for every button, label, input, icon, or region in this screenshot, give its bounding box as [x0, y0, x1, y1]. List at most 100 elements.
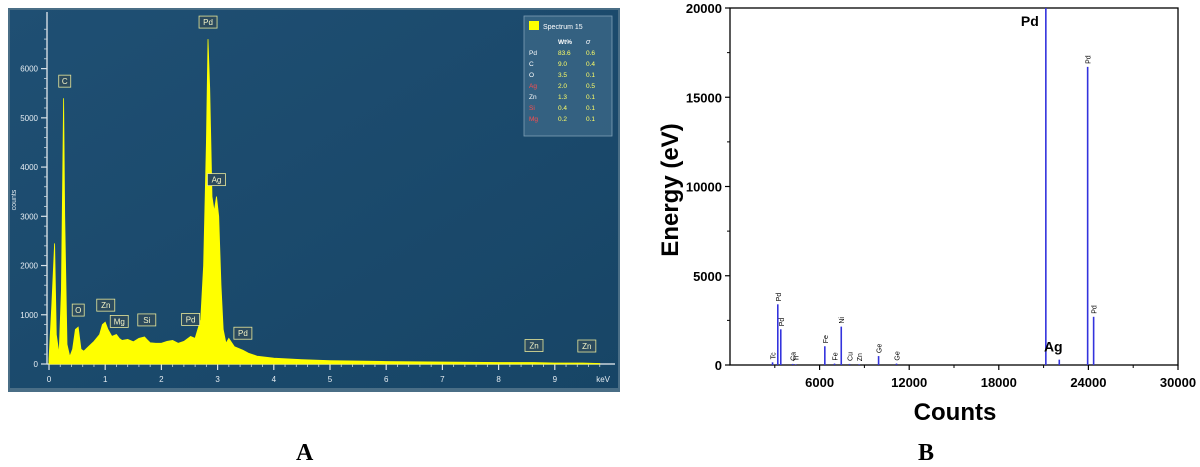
y-tick-label: 5000 — [693, 269, 722, 284]
peak-label-text: Mg — [114, 317, 125, 326]
y-tick-label: 6000 — [20, 65, 38, 74]
x-tick-label: 1 — [103, 375, 108, 384]
peak-label-zn: Zn — [96, 298, 116, 312]
legend-wt: 0.4 — [558, 105, 567, 112]
peak-label-box — [198, 15, 218, 29]
y-tick-label: 3000 — [20, 212, 38, 221]
caption-b: B — [918, 440, 935, 466]
peak-label-text: Zn — [529, 342, 538, 351]
bar-label: Ge — [877, 344, 884, 353]
bar-label: Ti — [794, 355, 801, 361]
peak-label-box — [577, 339, 597, 353]
bar-label: Pd — [779, 318, 786, 327]
peak-label-box — [181, 313, 201, 326]
peak-label-box — [524, 339, 544, 352]
y-tick-label: 0 — [715, 358, 722, 373]
peak-label-o: O — [71, 303, 85, 317]
y-tick-label: 0 — [34, 360, 39, 369]
legend-sigma: 0.5 — [586, 83, 595, 90]
bar-label: Pd — [1021, 13, 1039, 29]
legend-sigma: 0.6 — [586, 50, 595, 57]
peak-label-box — [109, 315, 129, 328]
plot-frame — [729, 7, 1179, 366]
bar-label: Tc — [771, 352, 778, 360]
legend-entry: Spectrum 15 — [543, 24, 583, 31]
bar-label: Pd — [1092, 305, 1099, 314]
bar-label: Pd — [1086, 55, 1093, 64]
legend-element: Zn — [529, 94, 537, 101]
peak-label-box — [71, 303, 85, 317]
peak-label-text: Ag — [212, 176, 222, 185]
x-tick-label: 7 — [440, 375, 445, 384]
legend-element: C — [529, 61, 534, 68]
legend-box — [523, 15, 613, 137]
peak-label-text: Pd — [238, 329, 248, 338]
legend: Spectrum 15 Wt% σ Pd 83.6 0.6 C 9.0 0.4 O 3.5 0.1 Ag… — [523, 15, 613, 137]
peak-label-text: Zn — [582, 342, 591, 351]
y-tick-label: 4000 — [20, 163, 38, 172]
peak-label-text: C — [62, 77, 68, 86]
eds-spectrum-chart: 0 1000 2000 3000 4000 5000 6000 0 1 2 3 4 5 6 7 8 9 keV co… — [8, 8, 620, 392]
peak-label-pd: Pd — [181, 313, 201, 326]
x-tick-label: 18000 — [981, 375, 1017, 390]
y-tick-label: 5000 — [20, 114, 38, 123]
peak-label-box — [207, 173, 226, 187]
bar-label: Fe — [833, 352, 840, 360]
legend-sigma: 0.1 — [586, 94, 595, 101]
x-tick-label: 0 — [47, 375, 52, 384]
bar-label: Cu — [847, 352, 854, 361]
bar-label: Fe — [823, 335, 830, 343]
legend-wt: 83.6 — [558, 50, 571, 57]
peak-label-box — [233, 326, 253, 340]
peak-label-c: C — [58, 74, 72, 88]
legend-wt: 1.3 — [558, 94, 567, 101]
legend-sigma: 0.1 — [586, 105, 595, 112]
y-tick-label: 15000 — [686, 90, 722, 105]
x-tick-label: 8 — [496, 375, 501, 384]
peak-label-box — [96, 298, 116, 312]
x-tick-label: 6000 — [805, 375, 834, 390]
peak-label-mg: Mg — [109, 315, 129, 328]
y-tick-label: 2000 — [20, 262, 38, 271]
peak-label-zn: Zn — [577, 339, 597, 353]
y-tick-label: 10000 — [686, 180, 722, 195]
legend-sigma: 0.4 — [586, 61, 595, 68]
legend-element: Ag — [529, 83, 537, 90]
x-tick-label: 9 — [553, 375, 558, 384]
x-tick-label: 30000 — [1160, 375, 1196, 390]
peak-label-si: Si — [137, 313, 157, 327]
peak-label-box — [137, 313, 157, 327]
legend-element: Mg — [529, 116, 538, 123]
y-axis-label: counts — [11, 189, 18, 210]
spectrum-area — [48, 39, 601, 365]
x-tick-label: 3 — [215, 375, 220, 384]
legend-wt: 0.2 — [558, 116, 567, 123]
x-axis-label: Counts — [914, 399, 997, 420]
bar-label: Zn — [857, 353, 864, 361]
bar-label: Ni — [839, 317, 846, 324]
x-tick-label: 24000 — [1070, 375, 1106, 390]
peak-label-pd: Pd — [233, 326, 253, 340]
legend-col-wt: Wt% — [558, 39, 572, 46]
peak-label-zn: Zn — [524, 339, 544, 352]
x-tick-label: 5 — [328, 375, 333, 384]
peak-label-text: O — [75, 306, 81, 315]
panel-b-energy-chart: 0 5000 10000 15000 20000 6000 12000 18000 24000 3… — [640, 0, 1200, 426]
legend-col-sigma: σ — [586, 39, 591, 46]
peak-label-text: Si — [143, 316, 150, 325]
legend-element: Pd — [529, 50, 537, 57]
legend-sigma: 0.1 — [586, 116, 595, 123]
x-tick-label: 6 — [384, 375, 389, 384]
x-tick-label: 4 — [272, 375, 277, 384]
bar-label: Pd — [776, 293, 783, 302]
x-axis-label: keV — [596, 375, 610, 384]
peak-label-text: Pd — [203, 18, 213, 27]
legend-element: Si — [529, 105, 535, 112]
peak-label-box — [58, 74, 72, 88]
peak-label-text: Zn — [101, 301, 110, 310]
y-axis-label: Energy (eV) — [657, 123, 684, 256]
legend-wt: 2.0 — [558, 83, 567, 90]
panel-a-eds-spectrum: 0 1000 2000 3000 4000 5000 6000 0 1 2 3 4 5 6 7 8 9 keV co… — [0, 0, 620, 392]
peak-label-ag: Ag — [207, 173, 226, 187]
x-tick-label: 2 — [159, 375, 164, 384]
